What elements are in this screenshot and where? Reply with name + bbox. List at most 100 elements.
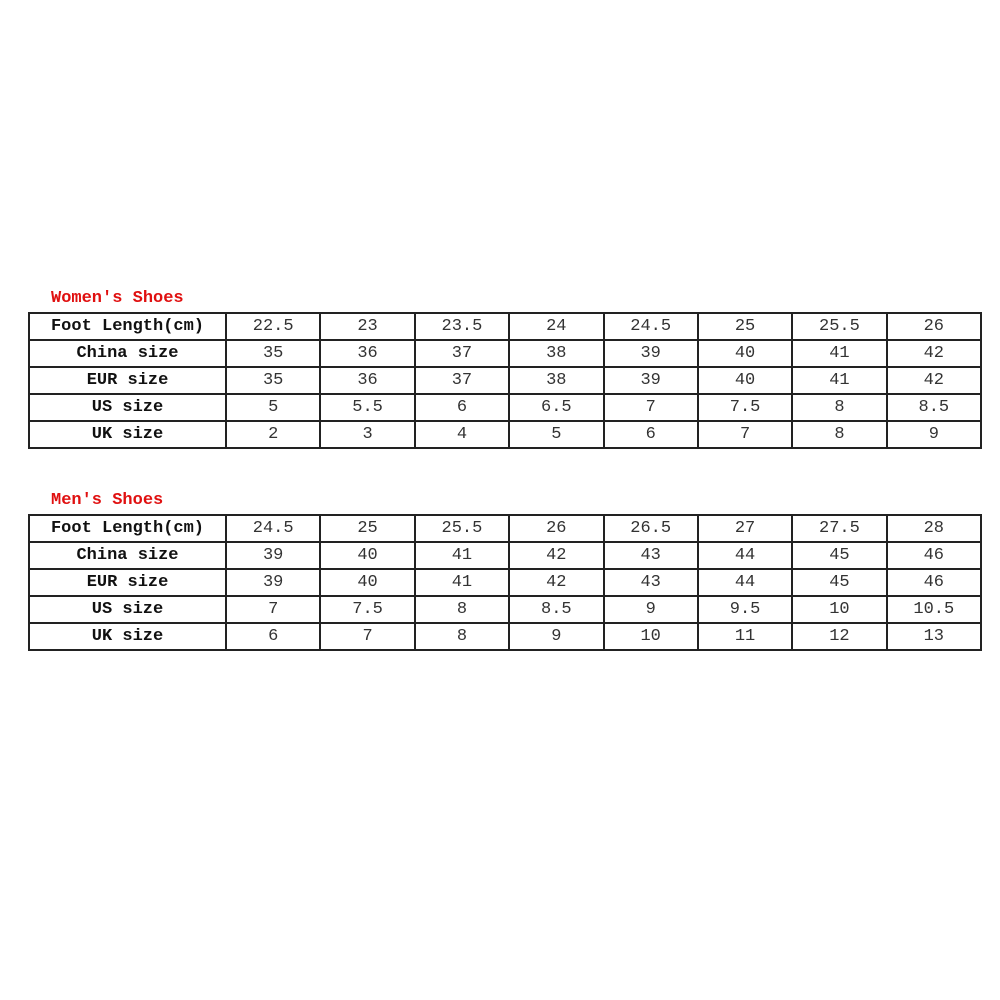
table-cell: 5 — [224, 393, 322, 422]
table-cell: 39 — [602, 366, 699, 395]
table-cell: 8 — [791, 420, 888, 449]
table-cell: 40 — [319, 568, 416, 597]
table-row: US size 5 5.5 6 6.5 7 7.5 8 8.5 — [28, 393, 983, 422]
table-cell: 46 — [885, 568, 983, 597]
table-cell: 42 — [508, 541, 605, 570]
table-cell: 5.5 — [319, 393, 416, 422]
table-cell: 41 — [413, 568, 511, 597]
table-cell: 24 — [508, 312, 605, 341]
table-cell: 36 — [319, 339, 416, 368]
table-cell: 24.5 — [602, 312, 699, 341]
table-cell: 7 — [224, 595, 322, 624]
table-cell: 5 — [508, 420, 605, 449]
table-cell: 39 — [224, 568, 322, 597]
table-cell: 25.5 — [791, 312, 888, 341]
row-label: EUR size — [28, 568, 227, 597]
row-label: US size — [28, 393, 227, 422]
table-cell: 38 — [508, 366, 605, 395]
table-cell: 8 — [791, 393, 888, 422]
table-cell: 8.5 — [508, 595, 605, 624]
table-cell: 25 — [319, 514, 416, 543]
table-cell: 44 — [696, 568, 794, 597]
womens-size-table: Foot Length(cm) 22.5 23 23.5 24 24.5 25 25.5 26 C… — [28, 312, 983, 449]
table-cell: 7 — [602, 393, 699, 422]
table-cell: 45 — [791, 568, 888, 597]
table-cell: 3 — [319, 420, 416, 449]
table-cell: 10 — [602, 622, 699, 651]
table-row: Foot Length(cm) 22.5 23 23.5 24 24.5 25 25.5 26 — [28, 312, 983, 341]
table-cell: 37 — [413, 339, 511, 368]
row-label: China size — [28, 339, 227, 368]
table-cell: 6 — [413, 393, 511, 422]
table-cell: 25 — [696, 312, 794, 341]
table-row: Foot Length(cm) 24.5 25 25.5 26 26.5 27 27.5 28 — [28, 514, 983, 543]
table-cell: 41 — [791, 339, 888, 368]
table-row: EUR size 35 36 37 38 39 40 41 42 — [28, 366, 983, 395]
table-cell: 46 — [885, 541, 983, 570]
row-label: China size — [28, 541, 227, 570]
row-label: UK size — [28, 420, 227, 449]
table-cell: 43 — [602, 568, 699, 597]
table-cell: 39 — [224, 541, 322, 570]
table-cell: 41 — [413, 541, 511, 570]
mens-size-table: Foot Length(cm) 24.5 25 25.5 26 26.5 27 27.5 28 C… — [28, 514, 983, 651]
table-cell: 9 — [602, 595, 699, 624]
table-cell: 26 — [508, 514, 605, 543]
table-cell: 26 — [885, 312, 983, 341]
table-cell: 9 — [508, 622, 605, 651]
table-cell: 12 — [791, 622, 888, 651]
table-cell: 41 — [791, 366, 888, 395]
row-label: Foot Length(cm) — [28, 312, 227, 341]
table-cell: 36 — [319, 366, 416, 395]
table-cell: 42 — [508, 568, 605, 597]
table-cell: 6 — [602, 420, 699, 449]
table-cell: 35 — [224, 366, 322, 395]
table-cell: 23 — [319, 312, 416, 341]
table-row: UK size 6 7 8 9 10 11 12 13 — [28, 622, 983, 651]
table-cell: 43 — [602, 541, 699, 570]
table-cell: 39 — [602, 339, 699, 368]
table-row: EUR size 39 40 41 42 43 44 45 46 — [28, 568, 983, 597]
table-cell: 42 — [885, 366, 983, 395]
table-cell: 8 — [413, 622, 511, 651]
womens-shoes-title: Women's Shoes — [51, 289, 184, 308]
table-cell: 10 — [791, 595, 888, 624]
table-row: US size 7 7.5 8 8.5 9 9.5 10 10.5 — [28, 595, 983, 624]
table-cell: 8.5 — [885, 393, 983, 422]
table-cell: 28 — [885, 514, 983, 543]
table-cell: 11 — [696, 622, 794, 651]
row-label: EUR size — [28, 366, 227, 395]
table-cell: 45 — [791, 541, 888, 570]
table-cell: 4 — [413, 420, 511, 449]
mens-shoes-title: Men's Shoes — [51, 491, 164, 510]
table-cell: 27 — [696, 514, 794, 543]
table-cell: 25.5 — [413, 514, 511, 543]
table-cell: 6 — [224, 622, 322, 651]
table-cell: 37 — [413, 366, 511, 395]
table-cell: 24.5 — [224, 514, 322, 543]
table-cell: 42 — [885, 339, 983, 368]
table-row: China size 39 40 41 42 43 44 45 46 — [28, 541, 983, 570]
table-cell: 7 — [319, 622, 416, 651]
table-cell: 6.5 — [508, 393, 605, 422]
table-cell: 22.5 — [224, 312, 322, 341]
table-cell: 7.5 — [696, 393, 794, 422]
row-label: Foot Length(cm) — [28, 514, 227, 543]
table-cell: 8 — [413, 595, 511, 624]
table-cell: 40 — [696, 366, 794, 395]
row-label: US size — [28, 595, 227, 624]
table-cell: 26.5 — [602, 514, 699, 543]
table-cell: 13 — [885, 622, 983, 651]
table-cell: 35 — [224, 339, 322, 368]
table-cell: 7.5 — [319, 595, 416, 624]
table-cell: 9.5 — [696, 595, 794, 624]
table-cell: 10.5 — [885, 595, 983, 624]
table-cell: 40 — [319, 541, 416, 570]
table-row: China size 35 36 37 38 39 40 41 42 — [28, 339, 983, 368]
row-label: UK size — [28, 622, 227, 651]
table-cell: 7 — [696, 420, 794, 449]
table-cell: 23.5 — [413, 312, 511, 341]
table-row: UK size 2 3 4 5 6 7 8 9 — [28, 420, 983, 449]
table-cell: 2 — [224, 420, 322, 449]
table-cell: 38 — [508, 339, 605, 368]
